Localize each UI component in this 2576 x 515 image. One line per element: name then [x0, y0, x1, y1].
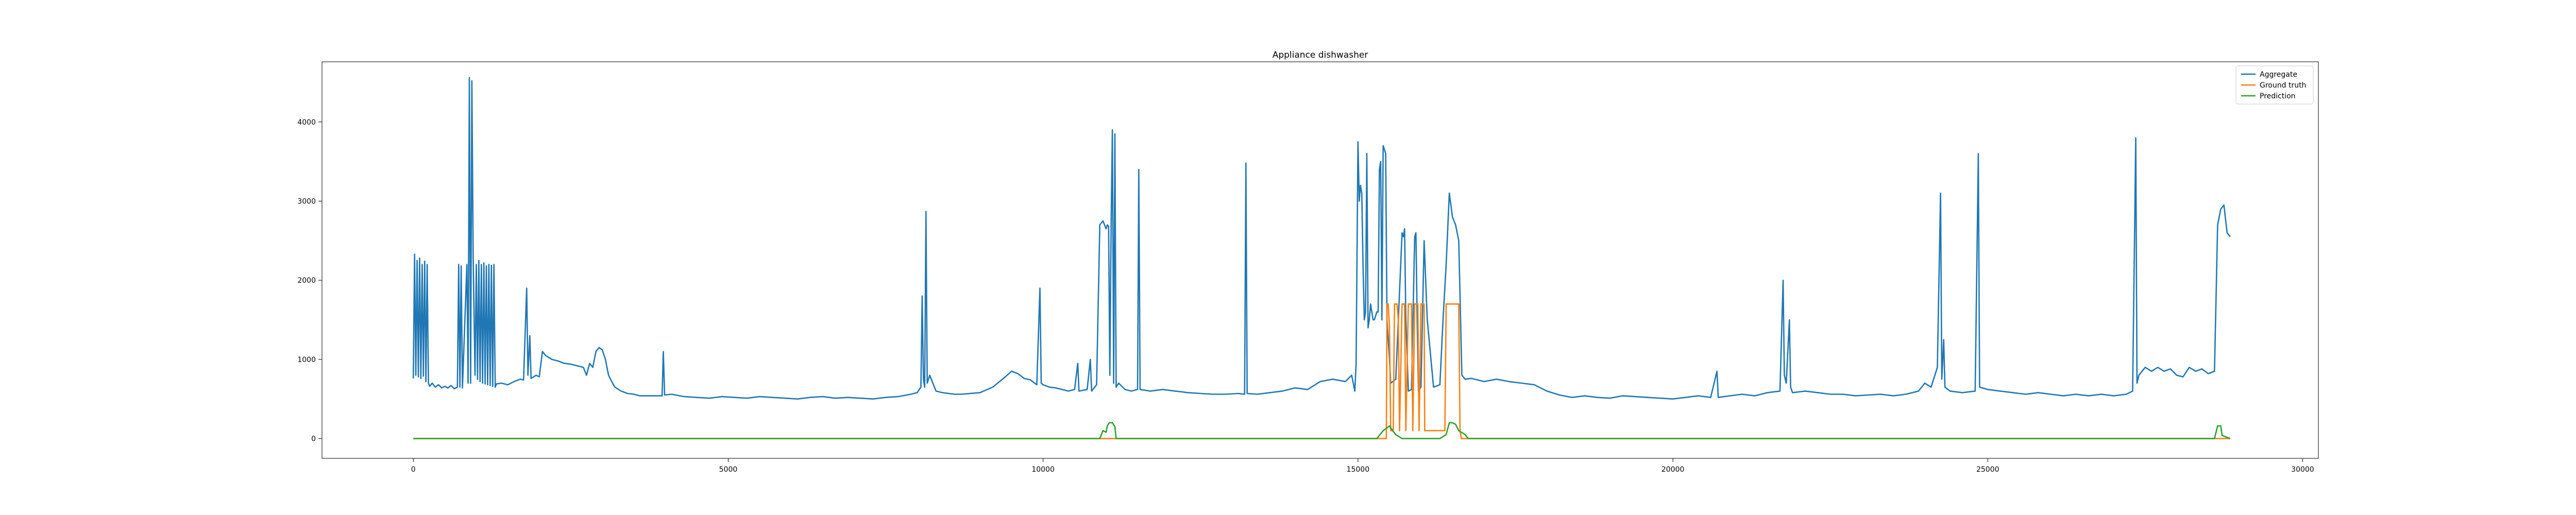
series-layer [412, 77, 2231, 439]
legend-label-ground-truth: Ground truth [2260, 81, 2306, 90]
chart-title: Appliance dishwasher [1273, 50, 1368, 60]
plot-frame [321, 61, 2319, 459]
y-tick-label: 1000 [297, 356, 316, 364]
y-tick-label: 0 [311, 435, 316, 443]
legend-label-aggregate: Aggregate [2260, 71, 2297, 79]
legend-label-prediction: Prediction [2260, 92, 2296, 100]
y-tick-label: 4000 [297, 118, 316, 127]
y-tick-label: 2000 [297, 277, 316, 285]
x-tick-label: 5000 [719, 466, 738, 474]
series-line-ground-truth [413, 303, 2230, 439]
legend: Aggregate Ground truth Prediction [2235, 65, 2314, 105]
y-axis: 0 1000 2000 3000 4000 [297, 118, 322, 443]
x-tick-label: 25000 [1976, 466, 1999, 474]
x-tick-label: 10000 [1031, 466, 1055, 474]
x-tick-label: 30000 [2291, 466, 2314, 474]
x-tick-label: 20000 [1662, 466, 1685, 474]
series-line-prediction [413, 422, 2231, 439]
x-tick-label: 0 [411, 466, 416, 474]
x-axis: 0 5000 10000 15000 20000 25000 30000 [411, 458, 2314, 474]
y-tick-label: 3000 [297, 197, 316, 205]
series-line-aggregate [412, 77, 2231, 400]
x-tick-label: 15000 [1347, 466, 1370, 474]
legend-box [2235, 65, 2314, 105]
